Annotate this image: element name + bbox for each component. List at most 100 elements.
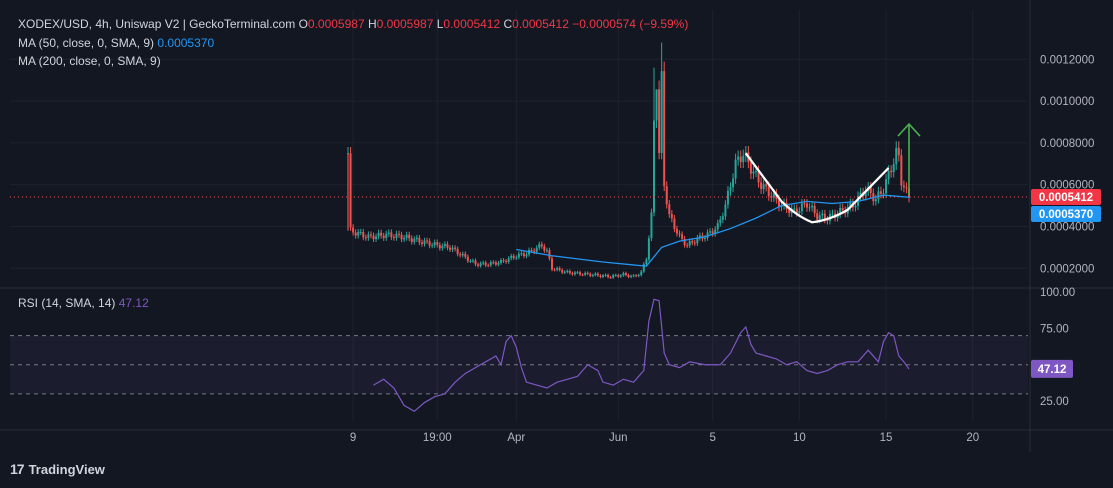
rsi-legend[interactable]: RSI (14, SMA, 14) 47.12 [18, 296, 149, 310]
candle-body [398, 233, 400, 235]
candle-body [367, 234, 370, 238]
candle-body [897, 147, 900, 156]
ma50-value: 0.0005370 [157, 36, 215, 50]
candle-body [630, 275, 633, 277]
candle-body [905, 187, 908, 189]
candle-body [502, 260, 505, 262]
candle-body [770, 196, 773, 198]
candle-body [693, 242, 696, 244]
candle-body [533, 250, 536, 252]
ma200-legend[interactable]: MA (200, close, 0, SMA, 9) [18, 54, 161, 68]
candle-body [515, 257, 518, 259]
candle-body [525, 254, 528, 257]
candle-body [369, 234, 372, 236]
candle-body [691, 241, 694, 243]
rsi-tick-label: 75.00 [1040, 323, 1069, 335]
time-tick-label: 15 [880, 432, 893, 444]
candle-body [382, 235, 385, 239]
candle-body [477, 264, 480, 266]
candle-body [372, 235, 375, 240]
candle-body [352, 227, 355, 233]
candle-body [650, 212, 653, 239]
candle-body [471, 260, 474, 262]
ma50-badge-text: 0.0005370 [1039, 209, 1093, 221]
candle-body [874, 199, 877, 202]
candle-body [614, 275, 617, 277]
candle-body [599, 275, 602, 277]
candle-body [826, 219, 829, 221]
candle-body [428, 241, 431, 246]
price-tick-label: 0.0008000 [1040, 138, 1094, 150]
candle-body [869, 187, 872, 194]
candle-body [561, 269, 564, 273]
candle-body [849, 202, 852, 208]
candle-body [568, 270, 571, 274]
close-label: C [503, 17, 513, 31]
candle-body [800, 203, 803, 212]
candle-body [767, 186, 770, 197]
candle-body [660, 71, 663, 153]
candle-body [609, 277, 612, 279]
candle-body [724, 204, 727, 217]
candles [347, 42, 910, 279]
open-value: 0.0005987 [307, 17, 365, 31]
candle-body [711, 231, 714, 234]
candle-body [349, 153, 352, 228]
candle-body [464, 253, 467, 257]
ma50-legend[interactable]: MA (50, close, 0, SMA, 9) 0.0005370 [18, 36, 214, 50]
candle-body [714, 229, 717, 234]
candle-body [696, 237, 699, 244]
candle-body [492, 262, 495, 264]
tradingview-logo[interactable]: 17 TradingView [10, 461, 105, 477]
candle-body [732, 178, 735, 188]
candle-body [543, 246, 546, 251]
candle-body [612, 275, 615, 278]
candle-body [752, 171, 755, 174]
rsi-badge-text: 47.12 [1038, 364, 1067, 376]
candle-body [522, 253, 525, 257]
candle-body [864, 191, 867, 197]
candle-body [737, 156, 740, 160]
candle-body [449, 247, 451, 250]
candle-body [757, 171, 760, 183]
candle-body [443, 244, 446, 246]
candle-body [418, 237, 421, 243]
candle-body [673, 218, 676, 229]
candle-body [584, 272, 587, 275]
candle-body [596, 273, 599, 276]
candle-body [377, 232, 380, 237]
rsi-tick-label: 25.00 [1040, 396, 1069, 408]
candle-body [387, 232, 390, 234]
candle-body [507, 258, 510, 262]
candle-body [459, 254, 462, 256]
candle-body [359, 232, 362, 234]
candle-body [415, 237, 418, 240]
candle-body [497, 262, 500, 265]
cup-pattern-curve [744, 152, 890, 224]
candle-body [589, 273, 592, 276]
ma200-label: MA (200, close, 0, SMA, 9) [18, 54, 161, 68]
candle-body [806, 203, 808, 208]
candle-body [405, 234, 408, 238]
candle-body [772, 193, 775, 198]
candle-body [622, 273, 625, 276]
price-tick-label: 0.0002000 [1040, 263, 1094, 275]
candle-body [576, 272, 579, 274]
candle-body [760, 182, 763, 190]
time-tick-label: Jun [609, 432, 628, 444]
candle-body [423, 240, 426, 244]
close-value: 0.0005412 [512, 17, 569, 31]
candle-body [854, 205, 857, 208]
ma50-badge [1031, 205, 1101, 222]
candle-body [900, 155, 903, 186]
candle-body [400, 234, 403, 240]
pair-title: XODEX/USD, 4h, Uniswap V2 | GeckoTermina… [18, 17, 296, 31]
candle-body [538, 244, 541, 248]
candle-body [818, 215, 821, 220]
candle-body [686, 245, 689, 247]
candle-body [446, 244, 449, 248]
candle-body [556, 268, 559, 270]
candle-body [456, 248, 459, 255]
candle-body [635, 275, 638, 277]
